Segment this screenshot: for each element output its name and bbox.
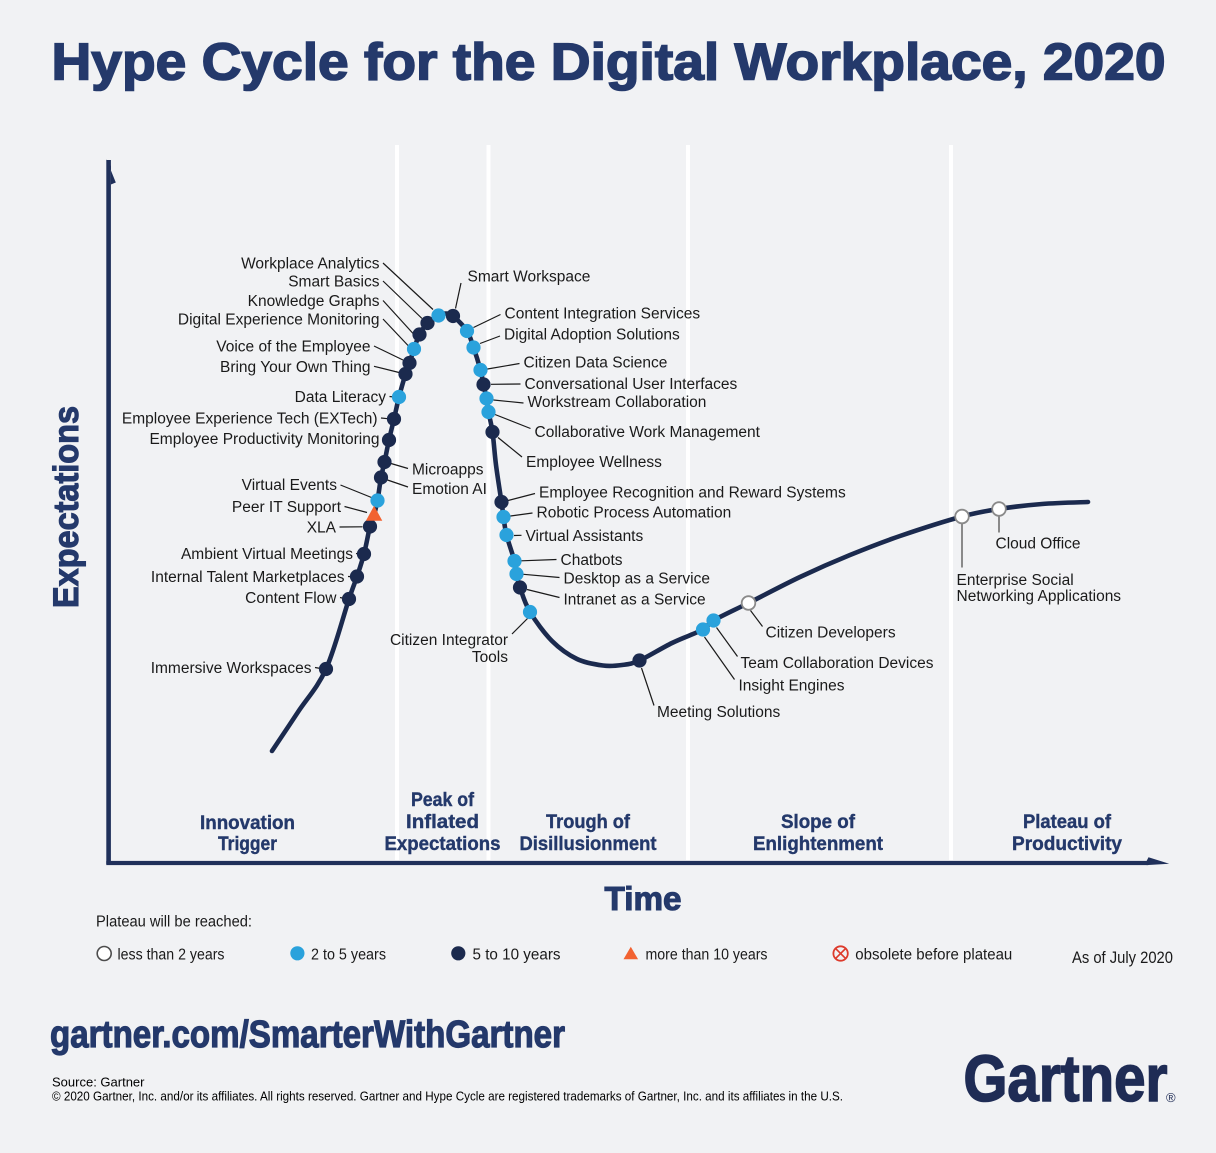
svg-text:Knowledge Graphs: Knowledge Graphs [248,293,380,310]
svg-text:Disillusionment: Disillusionment [520,833,657,855]
svg-text:© 2020 Gartner, Inc. and/or it: © 2020 Gartner, Inc. and/or its affiliat… [52,1090,843,1104]
svg-text:Immersive Workspaces: Immersive Workspaces [151,660,312,677]
svg-text:2 to 5 years: 2 to 5 years [311,946,386,963]
svg-text:Peer IT Support: Peer IT Support [232,499,342,516]
svg-text:Hype Cycle for the Digital Wor: Hype Cycle for the Digital Workplace, 20… [52,34,1166,92]
svg-text:Citizen Data Science: Citizen Data Science [524,355,668,372]
svg-text:Networking Applications: Networking Applications [957,588,1122,605]
svg-text:Trigger: Trigger [218,833,277,855]
svg-text:Conversational User Interfaces: Conversational User Interfaces [525,376,738,393]
svg-text:XLA: XLA [307,520,337,537]
svg-text:Desktop as a Service: Desktop as a Service [564,571,710,588]
svg-text:Citizen Developers: Citizen Developers [766,625,896,642]
svg-text:Gartner: Gartner [964,1041,1168,1115]
svg-text:Employee Productivity Monitori: Employee Productivity Monitoring [149,431,379,448]
svg-text:Innovation: Innovation [200,812,295,834]
svg-text:Insight Engines: Insight Engines [739,678,845,695]
svg-text:Microapps: Microapps [412,462,484,479]
svg-text:Trough of: Trough of [546,811,630,833]
svg-text:Digital Adoption Solutions: Digital Adoption Solutions [504,327,680,344]
svg-text:Employee Recognition and Rewar: Employee Recognition and Reward Systems [539,485,846,502]
svg-text:Bring Your Own Thing: Bring Your Own Thing [220,359,371,376]
svg-text:Ambient Virtual Meetings: Ambient Virtual Meetings [181,546,353,563]
svg-text:Robotic Process Automation: Robotic Process Automation [537,504,732,521]
svg-text:Cloud Office: Cloud Office [996,535,1081,552]
svg-text:Plateau will be reached:: Plateau will be reached: [96,914,252,931]
svg-text:Virtual Assistants: Virtual Assistants [526,528,644,545]
svg-text:Content Flow: Content Flow [245,590,337,607]
svg-text:Citizen Integrator: Citizen Integrator [390,632,508,649]
svg-text:Slope of: Slope of [781,811,855,833]
svg-text:Collaborative Work Management: Collaborative Work Management [535,424,761,441]
svg-text:Inflated: Inflated [406,811,479,833]
svg-text:Data Literacy: Data Literacy [295,389,387,406]
svg-text:Workplace Analytics: Workplace Analytics [241,256,380,273]
svg-text:As of July 2020: As of July 2020 [1072,949,1173,967]
svg-text:more than 10 years: more than 10 years [646,946,768,963]
svg-text:Digital Experience Monitoring: Digital Experience Monitoring [178,312,380,329]
svg-text:Source: Gartner: Source: Gartner [52,1075,145,1090]
svg-text:obsolete before plateau: obsolete before plateau [855,946,1012,963]
svg-text:Expectations: Expectations [385,833,501,855]
svg-text:5 to 10 years: 5 to 10 years [473,946,561,963]
svg-text:Employee Experience Tech (EXTe: Employee Experience Tech (EXTech) [122,411,378,428]
svg-text:Emotion AI: Emotion AI [412,481,487,498]
svg-text:Smart Basics: Smart Basics [288,274,380,291]
svg-text:Productivity: Productivity [1012,833,1122,855]
svg-text:Chatbots: Chatbots [561,552,623,569]
svg-text:Virtual Events: Virtual Events [242,477,338,494]
svg-text:Internal Talent Marketplaces: Internal Talent Marketplaces [151,569,345,586]
svg-text:Enterprise Social: Enterprise Social [957,572,1074,589]
svg-text:Smart Workspace: Smart Workspace [468,269,591,286]
svg-text:®: ® [1166,1090,1176,1105]
svg-text:Time: Time [605,880,682,917]
svg-text:Workstream Collaboration: Workstream Collaboration [528,394,707,411]
svg-text:Voice of the Employee: Voice of the Employee [216,339,370,356]
svg-text:Enlightenment: Enlightenment [753,833,883,855]
svg-text:Intranet as a Service: Intranet as a Service [564,592,706,609]
svg-text:Tools: Tools [472,649,508,666]
svg-text:Content Integration Services: Content Integration Services [505,306,701,323]
svg-text:Peak of: Peak of [411,789,474,811]
svg-text:Expectations: Expectations [47,406,86,608]
svg-text:gartner.com/SmarterWithGartner: gartner.com/SmarterWithGartner [50,1014,565,1056]
svg-text:Plateau of: Plateau of [1023,811,1111,833]
svg-text:Team Collaboration Devices: Team Collaboration Devices [741,655,934,672]
svg-text:less than 2 years: less than 2 years [118,946,225,963]
svg-text:Employee Wellness: Employee Wellness [526,454,662,471]
svg-text:Meeting Solutions: Meeting Solutions [657,704,780,721]
